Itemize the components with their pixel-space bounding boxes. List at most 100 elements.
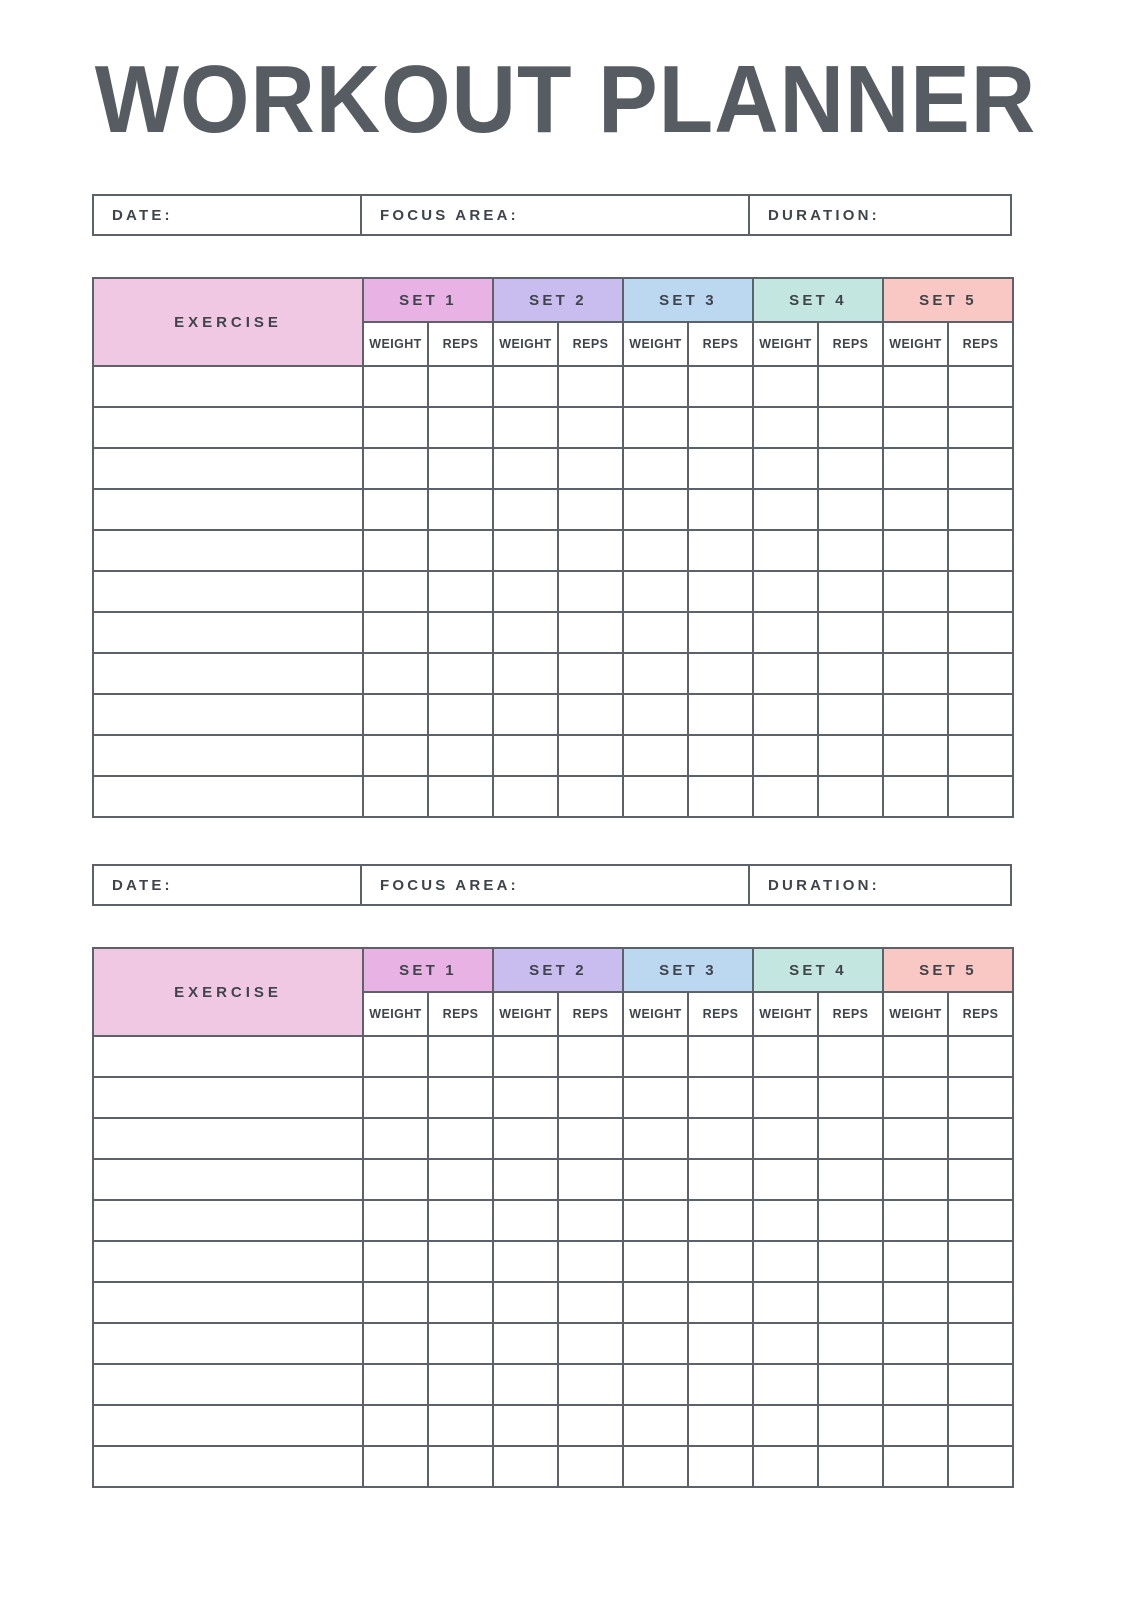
reps-cell[interactable] [427, 1199, 494, 1242]
weight-cell[interactable] [362, 775, 429, 818]
weight-cell[interactable] [882, 1199, 949, 1242]
weight-cell[interactable] [882, 1117, 949, 1160]
weight-cell[interactable] [882, 529, 949, 572]
weight-cell[interactable] [752, 1404, 819, 1447]
weight-cell[interactable] [882, 488, 949, 531]
reps-cell[interactable] [687, 1281, 754, 1324]
weight-cell[interactable] [622, 1322, 689, 1365]
weight-cell[interactable] [752, 1281, 819, 1324]
weight-cell[interactable] [622, 1445, 689, 1488]
weight-cell[interactable] [752, 447, 819, 490]
reps-cell[interactable] [687, 1199, 754, 1242]
reps-cell[interactable] [687, 734, 754, 777]
reps-cell[interactable] [947, 1322, 1014, 1365]
reps-cell[interactable] [427, 1363, 494, 1406]
reps-cell[interactable] [687, 529, 754, 572]
reps-cell[interactable] [817, 775, 884, 818]
reps-cell[interactable] [817, 611, 884, 654]
weight-cell[interactable] [492, 570, 559, 613]
reps-cell[interactable] [557, 734, 624, 777]
weight-cell[interactable] [492, 447, 559, 490]
reps-cell[interactable] [557, 1076, 624, 1119]
weight-cell[interactable] [362, 1363, 429, 1406]
weight-cell[interactable] [492, 734, 559, 777]
reps-cell[interactable] [557, 1404, 624, 1447]
reps-cell[interactable] [947, 406, 1014, 449]
reps-cell[interactable] [687, 406, 754, 449]
reps-cell[interactable] [557, 1117, 624, 1160]
reps-cell[interactable] [427, 693, 494, 736]
weight-cell[interactable] [622, 1158, 689, 1201]
weight-cell[interactable] [882, 1322, 949, 1365]
reps-cell[interactable] [557, 365, 624, 408]
reps-cell[interactable] [687, 611, 754, 654]
weight-cell[interactable] [622, 734, 689, 777]
reps-cell[interactable] [557, 1445, 624, 1488]
weight-cell[interactable] [362, 1035, 429, 1078]
reps-cell[interactable] [817, 1117, 884, 1160]
reps-cell[interactable] [947, 1199, 1014, 1242]
reps-cell[interactable] [947, 693, 1014, 736]
exercise-cell[interactable] [92, 1199, 364, 1242]
reps-cell[interactable] [947, 775, 1014, 818]
reps-cell[interactable] [427, 1158, 494, 1201]
reps-cell[interactable] [817, 1076, 884, 1119]
weight-cell[interactable] [362, 734, 429, 777]
reps-cell[interactable] [947, 1404, 1014, 1447]
reps-cell[interactable] [557, 488, 624, 531]
exercise-cell[interactable] [92, 365, 364, 408]
weight-cell[interactable] [492, 1445, 559, 1488]
reps-cell[interactable] [687, 652, 754, 695]
reps-cell[interactable] [947, 1117, 1014, 1160]
reps-cell[interactable] [687, 1035, 754, 1078]
exercise-cell[interactable] [92, 1035, 364, 1078]
weight-cell[interactable] [362, 570, 429, 613]
weight-cell[interactable] [752, 1158, 819, 1201]
reps-cell[interactable] [817, 1281, 884, 1324]
weight-cell[interactable] [492, 406, 559, 449]
reps-cell[interactable] [817, 734, 884, 777]
weight-cell[interactable] [492, 365, 559, 408]
reps-cell[interactable] [427, 1035, 494, 1078]
reps-cell[interactable] [427, 406, 494, 449]
reps-cell[interactable] [557, 652, 624, 695]
weight-cell[interactable] [622, 1035, 689, 1078]
weight-cell[interactable] [882, 693, 949, 736]
weight-cell[interactable] [882, 1240, 949, 1283]
weight-cell[interactable] [882, 611, 949, 654]
weight-cell[interactable] [882, 406, 949, 449]
reps-cell[interactable] [557, 406, 624, 449]
reps-cell[interactable] [557, 529, 624, 572]
date-field-1[interactable]: DATE: [94, 196, 362, 234]
exercise-cell[interactable] [92, 693, 364, 736]
weight-cell[interactable] [882, 1404, 949, 1447]
weight-cell[interactable] [492, 1199, 559, 1242]
weight-cell[interactable] [752, 529, 819, 572]
weight-cell[interactable] [752, 365, 819, 408]
exercise-cell[interactable] [92, 1322, 364, 1365]
reps-cell[interactable] [817, 1363, 884, 1406]
weight-cell[interactable] [622, 488, 689, 531]
exercise-cell[interactable] [92, 406, 364, 449]
weight-cell[interactable] [622, 365, 689, 408]
reps-cell[interactable] [947, 611, 1014, 654]
reps-cell[interactable] [817, 488, 884, 531]
reps-cell[interactable] [817, 1240, 884, 1283]
weight-cell[interactable] [622, 1199, 689, 1242]
reps-cell[interactable] [947, 1035, 1014, 1078]
reps-cell[interactable] [817, 1404, 884, 1447]
weight-cell[interactable] [752, 488, 819, 531]
weight-cell[interactable] [622, 406, 689, 449]
reps-cell[interactable] [427, 734, 494, 777]
reps-cell[interactable] [687, 1158, 754, 1201]
reps-cell[interactable] [687, 1322, 754, 1365]
reps-cell[interactable] [947, 488, 1014, 531]
focus-area-field-1[interactable]: FOCUS AREA: [362, 196, 750, 234]
weight-cell[interactable] [362, 365, 429, 408]
reps-cell[interactable] [427, 1322, 494, 1365]
reps-cell[interactable] [687, 570, 754, 613]
exercise-cell[interactable] [92, 775, 364, 818]
weight-cell[interactable] [622, 1281, 689, 1324]
reps-cell[interactable] [947, 570, 1014, 613]
reps-cell[interactable] [427, 447, 494, 490]
